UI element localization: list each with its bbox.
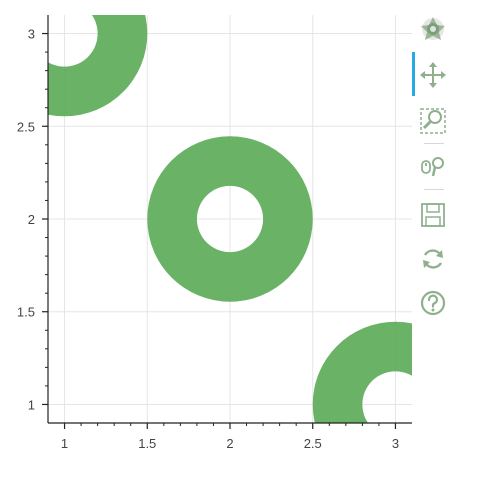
save-icon[interactable] — [418, 200, 448, 230]
y-tick-label: 3 — [28, 27, 35, 42]
x-tick-label: 1 — [61, 436, 68, 451]
toolbar-separator — [424, 143, 444, 144]
wheel-zoom-icon[interactable] — [418, 152, 448, 182]
bokeh-logo-icon[interactable] — [418, 14, 448, 44]
pan-icon[interactable] — [418, 60, 448, 90]
toolbar-separator — [424, 189, 444, 190]
y-tick-label: 1 — [28, 397, 35, 412]
x-tick-label: 3 — [392, 436, 399, 451]
box-zoom-icon[interactable] — [418, 106, 448, 136]
annulus-point-3 — [312, 321, 412, 423]
x-tick-labels: 1 1.5 2 2.5 3 — [61, 436, 399, 451]
active-tool-indicator — [412, 52, 415, 96]
y-tick-label: 2.5 — [17, 119, 35, 134]
plot-toolbar — [412, 10, 458, 320]
annulus-point-1 — [48, 15, 148, 117]
x-tick-label: 2.5 — [304, 436, 322, 451]
annulus-point-2 — [147, 136, 313, 302]
axes — [42, 15, 412, 429]
reset-icon[interactable] — [418, 244, 448, 274]
x-tick-label: 2 — [226, 436, 233, 451]
y-tick-label: 1.5 — [17, 305, 35, 320]
x-tick-label: 1.5 — [138, 436, 156, 451]
y-tick-labels: 1 1.5 2 2.5 3 — [17, 27, 35, 413]
help-icon[interactable] — [418, 288, 448, 318]
y-tick-label: 2 — [28, 212, 35, 227]
